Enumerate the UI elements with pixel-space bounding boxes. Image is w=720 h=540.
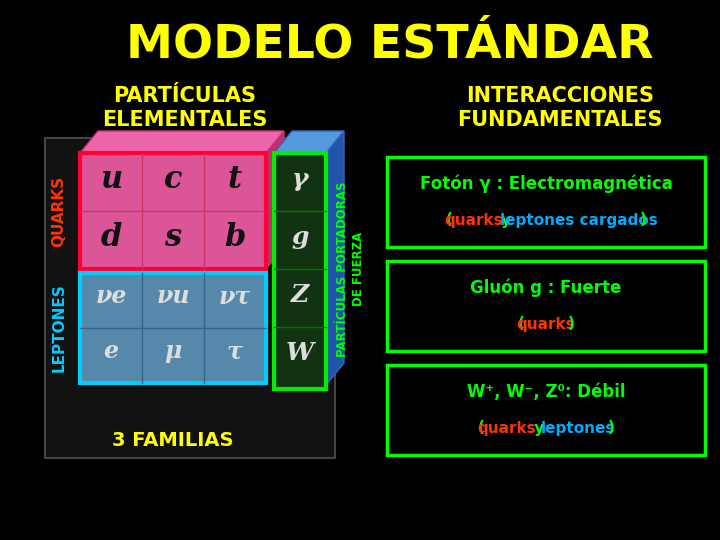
Text: (: ( bbox=[446, 213, 452, 227]
Text: Z: Z bbox=[291, 283, 309, 307]
Text: ): ) bbox=[608, 421, 614, 435]
Text: PARTÍCULAS PORTADORAS
DE FUERZA: PARTÍCULAS PORTADORAS DE FUERZA bbox=[336, 181, 366, 357]
Polygon shape bbox=[274, 131, 344, 153]
Text: 3 FAMILIAS: 3 FAMILIAS bbox=[112, 430, 234, 449]
Bar bbox=[274, 153, 326, 389]
Text: g: g bbox=[292, 225, 309, 249]
Text: PARTÍCULAS
ELEMENTALES: PARTÍCULAS ELEMENTALES bbox=[102, 86, 268, 130]
Text: W: W bbox=[286, 341, 314, 365]
Text: y: y bbox=[496, 213, 517, 227]
Text: y: y bbox=[528, 421, 549, 435]
Bar bbox=[80, 273, 266, 383]
Text: e: e bbox=[104, 339, 119, 363]
Text: t: t bbox=[228, 164, 242, 194]
Polygon shape bbox=[266, 131, 284, 269]
Text: leptones cargados: leptones cargados bbox=[500, 213, 657, 227]
Bar bbox=[387, 261, 705, 351]
Bar bbox=[80, 153, 266, 269]
Text: INTERACCIONES
FUNDAMENTALES: INTERACCIONES FUNDAMENTALES bbox=[457, 86, 662, 130]
Text: W⁺, W⁻, Z⁰: Débil: W⁺, W⁻, Z⁰: Débil bbox=[467, 383, 625, 401]
Text: τ: τ bbox=[227, 339, 243, 363]
Text: Gluón g : Fuerte: Gluón g : Fuerte bbox=[470, 279, 621, 297]
Text: Fotón γ : Electromagnética: Fotón γ : Electromagnética bbox=[420, 175, 672, 193]
Text: (: ( bbox=[478, 421, 485, 435]
Bar bbox=[45, 138, 335, 458]
Text: (: ( bbox=[518, 316, 524, 332]
Text: ): ) bbox=[640, 213, 647, 227]
Text: d: d bbox=[100, 221, 122, 253]
Bar bbox=[387, 157, 705, 247]
Text: νe: νe bbox=[95, 284, 127, 308]
Text: quarks: quarks bbox=[477, 421, 536, 435]
Text: quarks: quarks bbox=[517, 316, 575, 332]
Text: ντ: ντ bbox=[219, 284, 251, 308]
Text: leptones: leptones bbox=[541, 421, 616, 435]
Polygon shape bbox=[80, 131, 284, 153]
Text: u: u bbox=[100, 164, 122, 194]
Text: ): ) bbox=[568, 316, 575, 332]
Text: QUARKS: QUARKS bbox=[52, 176, 66, 247]
Text: MODELO ESTÁNDAR: MODELO ESTÁNDAR bbox=[126, 23, 654, 68]
Text: s: s bbox=[164, 221, 181, 253]
Bar bbox=[387, 365, 705, 455]
Text: b: b bbox=[225, 221, 246, 253]
Text: μ: μ bbox=[164, 339, 181, 363]
Text: νu: νu bbox=[156, 284, 190, 308]
Text: c: c bbox=[163, 164, 182, 194]
Text: quarks: quarks bbox=[445, 213, 503, 227]
Text: γ: γ bbox=[292, 167, 308, 191]
Polygon shape bbox=[326, 131, 344, 385]
Text: LEPTONES: LEPTONES bbox=[52, 284, 66, 373]
